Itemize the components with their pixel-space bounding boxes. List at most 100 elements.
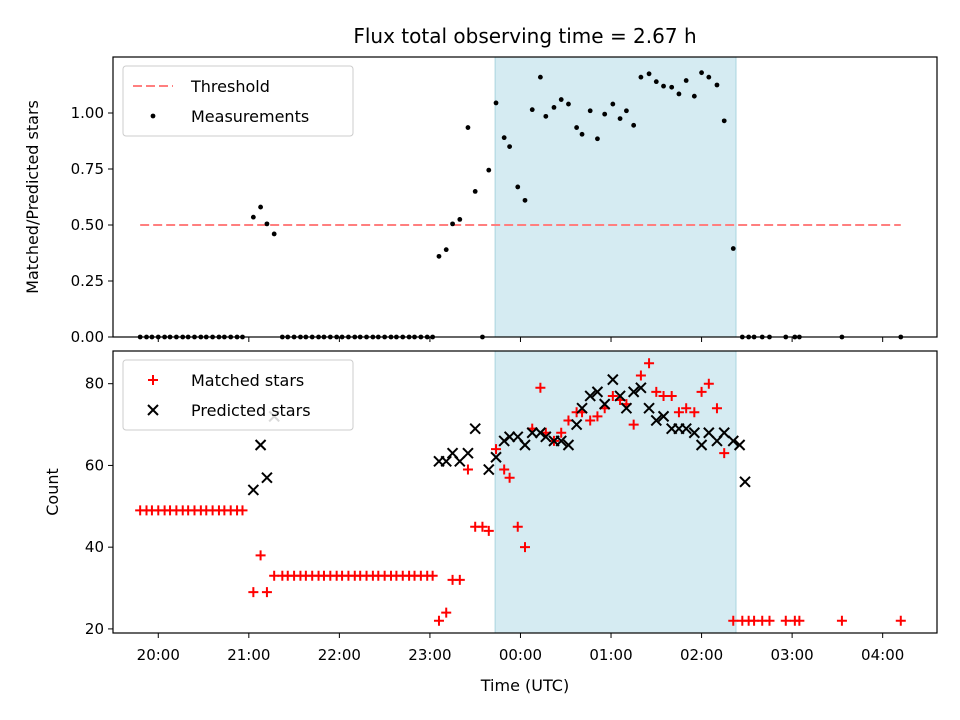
y-tick-label: 40 xyxy=(85,538,104,556)
data-point xyxy=(503,431,516,443)
data-point xyxy=(695,439,708,451)
x-tick-label: 04:00 xyxy=(861,646,904,664)
data-point xyxy=(264,221,270,227)
series-predicted-stars xyxy=(247,373,751,496)
data-point xyxy=(764,615,775,626)
series-matched-stars xyxy=(135,358,906,626)
data-point xyxy=(450,221,455,227)
data-point xyxy=(247,484,260,496)
legend-swatch xyxy=(150,113,156,119)
data-point xyxy=(486,167,492,173)
data-point xyxy=(556,427,567,438)
data-point xyxy=(585,415,596,426)
data-point xyxy=(558,97,564,102)
data-point xyxy=(718,427,730,439)
data-point xyxy=(653,79,659,85)
legend-label: Threshold xyxy=(190,77,270,96)
data-point xyxy=(680,422,692,435)
data-point xyxy=(691,93,697,99)
data-point xyxy=(570,418,583,431)
data-point xyxy=(631,122,637,128)
x-tick-label: 23:00 xyxy=(408,646,451,664)
data-point xyxy=(650,414,663,427)
data-point xyxy=(624,108,629,114)
data-point xyxy=(443,247,449,253)
data-point xyxy=(248,587,259,598)
data-point xyxy=(644,358,655,369)
data-point xyxy=(250,214,256,220)
data-point xyxy=(535,382,546,393)
data-point xyxy=(719,448,730,459)
y-tick-label: 0.50 xyxy=(71,216,104,234)
x-tick-label: 01:00 xyxy=(589,646,632,664)
legend-box xyxy=(122,65,354,137)
data-point xyxy=(706,74,712,80)
data-point xyxy=(436,253,442,259)
data-point xyxy=(661,83,666,89)
data-point xyxy=(794,615,805,626)
data-point xyxy=(628,419,639,430)
plot-frame xyxy=(112,350,938,634)
y-tick-label: 1.00 xyxy=(71,104,104,122)
data-point xyxy=(733,439,746,451)
observing-window-span xyxy=(494,56,737,338)
data-point xyxy=(617,116,623,121)
data-point xyxy=(454,574,465,585)
data-point xyxy=(472,189,478,194)
data-point xyxy=(441,607,452,618)
data-point xyxy=(587,108,593,114)
legend-label: Measurements xyxy=(191,107,309,126)
x-tick-label: 03:00 xyxy=(771,646,814,664)
data-point xyxy=(651,386,662,397)
data-point xyxy=(646,71,652,77)
x-tick-label: 00:00 xyxy=(499,646,542,664)
data-point xyxy=(271,231,277,237)
data-point xyxy=(537,74,543,80)
x-axis-label: Time (UTC) xyxy=(480,676,569,695)
data-point xyxy=(255,550,266,561)
y-tick-label: 0.00 xyxy=(71,328,104,346)
data-point xyxy=(462,447,474,459)
y-axis-label: Count xyxy=(43,468,62,516)
data-point xyxy=(574,125,580,130)
data-point xyxy=(562,439,575,451)
data-point xyxy=(507,144,513,150)
data-point xyxy=(614,390,626,402)
legend-label: Predicted stars xyxy=(191,401,311,420)
legend-label: Matched stars xyxy=(191,371,304,390)
data-point xyxy=(515,184,521,190)
data-point xyxy=(522,197,528,203)
data-point xyxy=(595,136,600,142)
data-point xyxy=(499,464,510,475)
y-tick-label: 20 xyxy=(85,620,104,638)
data-point xyxy=(584,390,596,402)
legend-swatch xyxy=(148,375,158,385)
data-point xyxy=(836,615,847,626)
data-point xyxy=(469,422,481,435)
y-axis-label: Matched/Predicted stars xyxy=(23,100,42,294)
top-panel-ratio: 0.00 0.25 0.50 0.75 1.00 Matched/Predicted st… xyxy=(23,56,938,346)
data-point xyxy=(673,407,684,418)
data-point xyxy=(551,105,557,110)
data-point xyxy=(730,246,736,251)
data-point xyxy=(483,525,494,536)
data-point xyxy=(483,463,495,476)
data-point xyxy=(711,403,722,414)
data-point xyxy=(440,455,452,468)
data-point xyxy=(696,386,707,397)
series-measurements xyxy=(137,70,904,340)
data-point xyxy=(477,521,488,532)
y-tick-label: 0.75 xyxy=(71,160,104,178)
y-tick-label: 0.25 xyxy=(71,272,104,290)
data-point xyxy=(237,505,248,516)
data-point xyxy=(635,370,646,381)
data-point xyxy=(504,472,515,483)
data-point xyxy=(714,82,720,88)
y-tick-label: 60 xyxy=(85,456,104,474)
data-point xyxy=(895,615,906,626)
data-point xyxy=(638,74,644,80)
data-point xyxy=(607,390,618,401)
data-point xyxy=(721,118,727,124)
data-point xyxy=(676,91,682,97)
data-point xyxy=(261,587,272,598)
